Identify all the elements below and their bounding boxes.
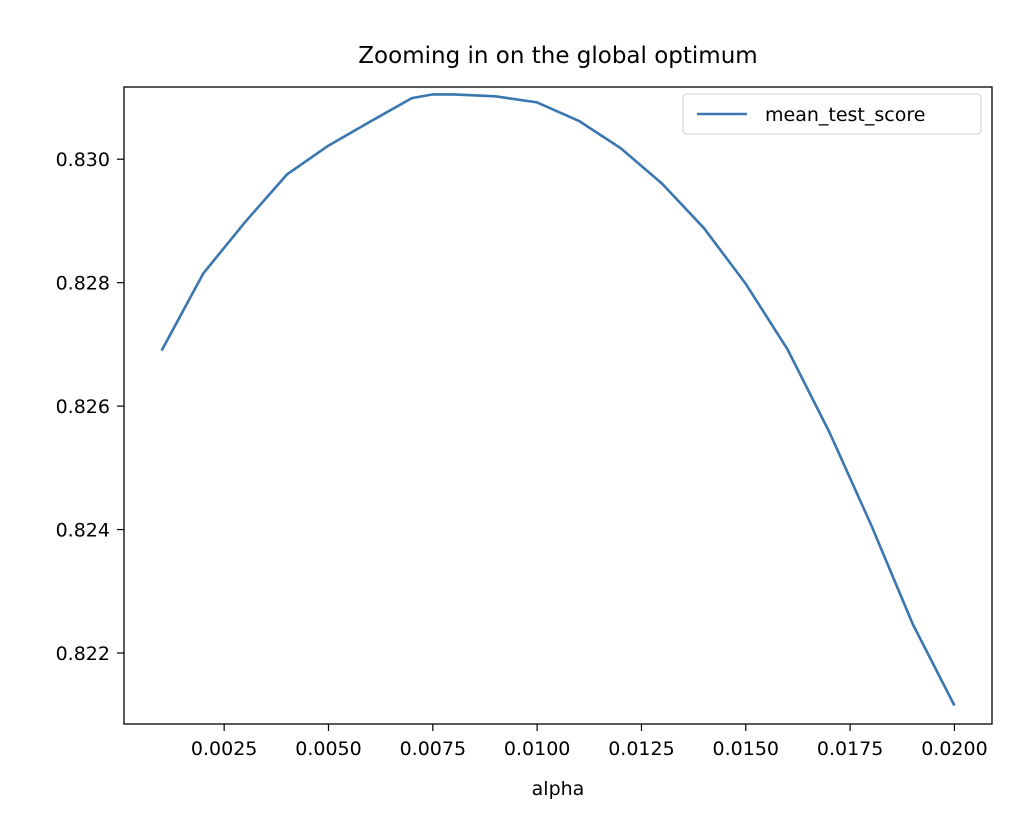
- x-tick-label: 0.0200: [921, 738, 987, 760]
- chart-title: Zooming in on the global optimum: [358, 43, 757, 69]
- y-tick-label: 0.824: [56, 520, 110, 542]
- x-tick-label: 0.0050: [295, 738, 361, 760]
- x-tick-label: 0.0075: [400, 738, 466, 760]
- axis-ticks: 0.0025 0.0050 0.0075 0.0100 0.0125 0.0150 0.01…: [56, 149, 988, 760]
- y-tick-label: 0.826: [56, 396, 110, 418]
- y-tick-label: 0.830: [56, 149, 110, 171]
- plot-area: [160, 93, 956, 707]
- y-tick-label: 0.822: [56, 643, 110, 665]
- x-tick-label: 0.0025: [191, 738, 257, 760]
- y-tick-label: 0.828: [56, 273, 110, 295]
- axes-frame: [123, 86, 993, 725]
- x-tick-label: 0.0100: [504, 738, 570, 760]
- legend-label-mean-test-score: mean_test_score: [765, 104, 925, 126]
- x-tick-label: 0.0175: [817, 738, 883, 760]
- legend-box: [682, 93, 982, 135]
- x-tick-label: 0.0125: [608, 738, 674, 760]
- x-tick-label: 0.0150: [713, 738, 779, 760]
- legend: mean_test_score: [682, 93, 982, 135]
- series-line-mean-test-score: [160, 93, 956, 707]
- x-axis-title: alpha: [532, 778, 585, 800]
